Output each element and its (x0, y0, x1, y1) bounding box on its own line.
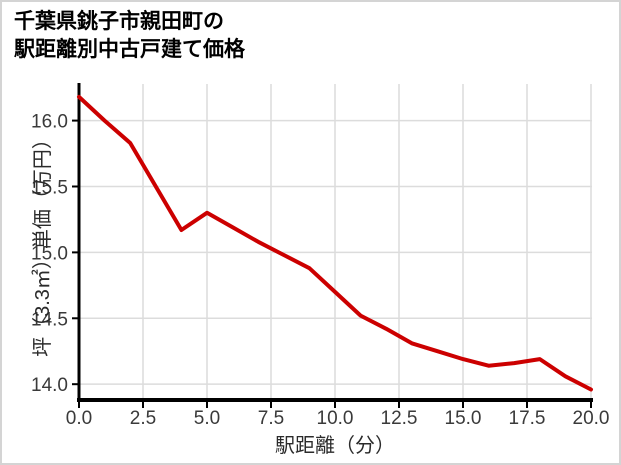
x-tick-label: 15.0 (445, 408, 482, 429)
x-tick-label: 20.0 (573, 408, 610, 429)
y-tick-label: 14.0 (31, 375, 68, 396)
y-tick-label: 15.5 (31, 177, 68, 198)
y-tick-label: 15.0 (31, 243, 68, 264)
price-data-line (77, 94, 593, 392)
x-tick-label: 2.5 (130, 408, 156, 429)
y-tick-label: 16.0 (31, 112, 68, 133)
chart-title-line2: 駅距離別中古戸建て価格 (14, 38, 245, 61)
y-tick-label: 14.5 (31, 309, 68, 330)
x-axis-label: 駅距離（分） (275, 435, 395, 457)
x-tick-label: 12.5 (381, 408, 418, 429)
x-tick-label: 17.5 (509, 408, 546, 429)
x-tick-label: 10.0 (317, 408, 354, 429)
x-tick-label: 7.5 (258, 408, 284, 429)
x-tick-label: 0.0 (66, 408, 92, 429)
chart-title-line1: 千葉県銚子市親田町の (14, 10, 224, 33)
x-tick-label: 5.0 (194, 408, 220, 429)
chart-title: 千葉県銚子市親田町の 駅距離別中古戸建て価格 (14, 8, 245, 64)
y-axis-label: 坪（3.3㎡）単価（万円） (32, 129, 54, 357)
